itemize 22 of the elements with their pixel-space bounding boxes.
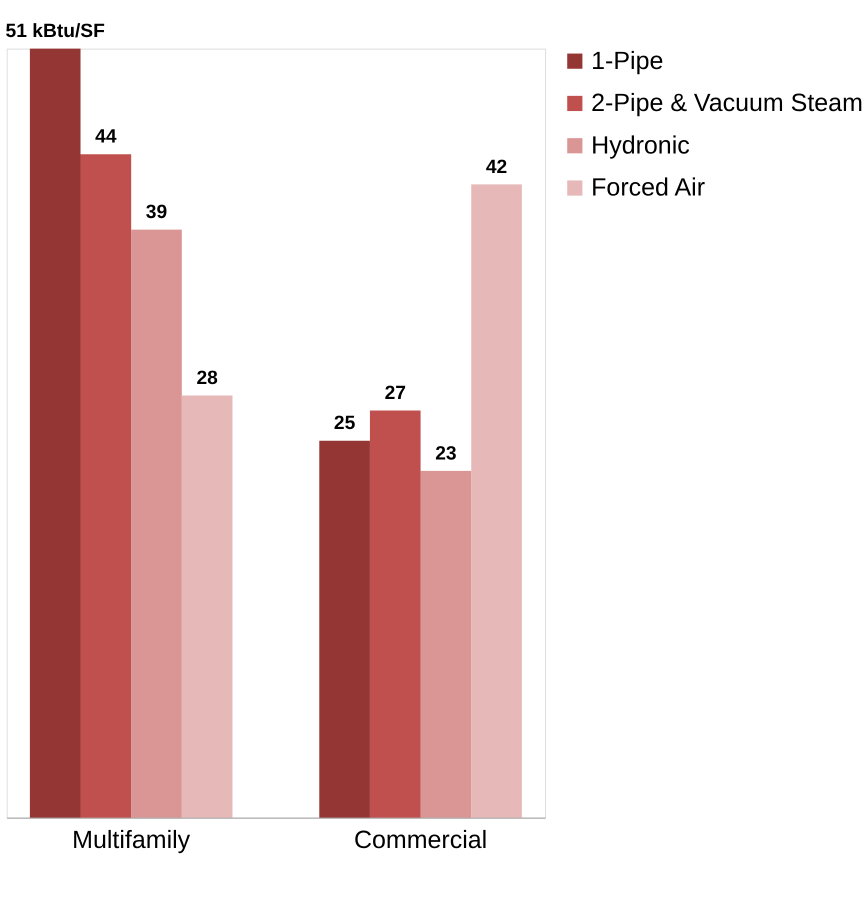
bar <box>370 410 421 818</box>
x-tick-label: Commercial <box>354 826 488 854</box>
legend-label: Forced Air <box>591 174 706 202</box>
legend-label: 1-Pipe <box>591 46 664 75</box>
data-label: 25 <box>334 413 356 434</box>
bar <box>420 470 472 818</box>
bar <box>182 395 232 818</box>
legend-label: 2-Pipe & Vacuum Steam <box>591 89 863 118</box>
legend-label: Hydronic <box>591 131 690 160</box>
data-label: 27 <box>384 383 406 404</box>
bar <box>471 184 522 818</box>
data-label: 44 <box>95 126 117 148</box>
data-label: 23 <box>435 443 457 464</box>
data-label: 39 <box>146 202 168 224</box>
x-tick-label: Multifamily <box>72 826 191 854</box>
data-label: 28 <box>196 368 218 389</box>
data-label: 42 <box>486 156 508 178</box>
bar <box>30 48 81 818</box>
bar <box>80 154 132 818</box>
bar <box>319 440 370 818</box>
data-label: 51 kBtu/SF <box>6 21 106 42</box>
bar <box>131 230 182 818</box>
